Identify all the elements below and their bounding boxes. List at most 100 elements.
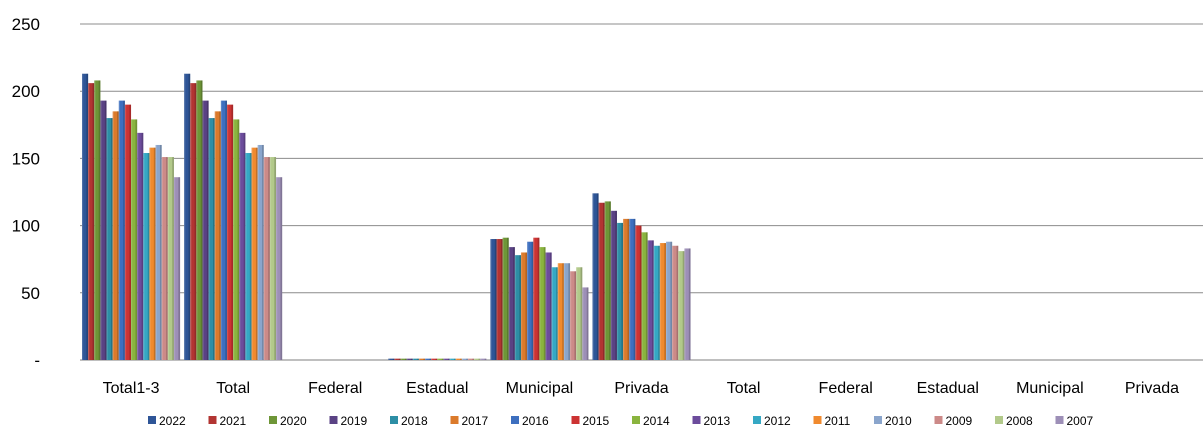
- legend-item-2007: 2007: [1055, 414, 1094, 428]
- bar-2017-4: [521, 252, 528, 360]
- bar-2009-4: [570, 271, 577, 360]
- y-tick-label: 250: [12, 15, 40, 34]
- legend-swatch: [390, 416, 398, 424]
- bar-2016-4: [527, 241, 534, 360]
- legend-label: 2019: [341, 414, 368, 428]
- bar-2008-5: [678, 251, 685, 360]
- bar-2012-3: [449, 358, 456, 360]
- legend-swatch: [995, 416, 1003, 424]
- legend-swatch: [874, 416, 882, 424]
- bar-2020-3: [400, 358, 407, 360]
- bar-2016-0: [118, 100, 125, 360]
- bars: [82, 73, 691, 361]
- legend-item-2019: 2019: [329, 414, 368, 428]
- legend-swatch: [511, 416, 519, 424]
- legend: 2022 2021 2020 2019 2018 2017 2016 2015 2014 2013…: [148, 414, 1094, 428]
- bar-2010-3: [461, 358, 468, 360]
- x-category-label: Total1-3: [103, 380, 160, 397]
- legend-swatch: [148, 416, 156, 424]
- bar-2019-5: [610, 210, 617, 360]
- bar-2008-3: [474, 358, 481, 360]
- bar-2011-4: [557, 263, 564, 360]
- bar-2007-1: [276, 177, 283, 360]
- x-category-label: Privada: [614, 380, 668, 397]
- x-axis-category-labels: Total1-3 Total Federal Estadual Municipal Pri…: [103, 380, 1180, 397]
- bar-2021-5: [598, 202, 605, 360]
- bar-2013-0: [137, 132, 144, 360]
- bar-2015-4: [533, 237, 540, 360]
- bar-2016-5: [629, 218, 636, 360]
- bar-2009-3: [467, 358, 475, 360]
- legend-label: 2012: [764, 414, 791, 428]
- bar-2019-1: [202, 100, 209, 360]
- legend-label: 2009: [946, 414, 973, 428]
- bar-2007-4: [582, 287, 589, 360]
- legend-label: 2015: [583, 414, 610, 428]
- bar-2011-5: [659, 243, 667, 360]
- bar-2013-4: [545, 252, 552, 360]
- y-tick-label: 100: [12, 217, 40, 236]
- legend-swatch: [934, 416, 943, 424]
- x-category-label: Federal: [308, 380, 362, 397]
- bar-2022-4: [490, 239, 497, 360]
- x-category-label: Estadual: [406, 380, 468, 397]
- legend-item-2014: 2014: [632, 414, 670, 428]
- bar-2017-3: [418, 358, 426, 360]
- x-category-label: Privada: [1125, 380, 1179, 397]
- legend-item-2018: 2018: [390, 414, 428, 428]
- y-tick-label: 200: [12, 82, 40, 101]
- legend-item-2020: 2020: [269, 414, 307, 428]
- legend-label: 2011: [825, 414, 851, 428]
- legend-label: 2022: [159, 414, 186, 428]
- legend-swatch: [1055, 416, 1064, 424]
- bar-2010-5: [666, 241, 673, 360]
- legend-swatch: [329, 416, 338, 424]
- bar-2007-0: [173, 177, 181, 360]
- bar-2009-5: [672, 245, 679, 360]
- bar-2014-1: [233, 119, 240, 360]
- bar-2020-5: [604, 201, 611, 360]
- legend-swatch: [813, 416, 822, 424]
- legend-item-2016: 2016: [511, 414, 549, 428]
- bar-2009-1: [263, 157, 270, 360]
- y-tick-label: 150: [12, 149, 40, 168]
- legend-item-2012: 2012: [753, 414, 791, 428]
- legend-swatch: [269, 416, 277, 424]
- legend-label: 2014: [643, 414, 670, 428]
- bar-2021-0: [88, 83, 95, 361]
- bar-2021-3: [394, 358, 401, 360]
- bar-2018-0: [106, 118, 113, 360]
- y-tick-label: -: [34, 351, 40, 370]
- y-tick-label: 50: [21, 284, 40, 303]
- legend-label: 2020: [280, 414, 307, 428]
- legend-label: 2018: [401, 414, 428, 428]
- bar-2013-5: [647, 240, 654, 360]
- bar-2010-0: [155, 144, 162, 360]
- bar-2014-4: [539, 247, 546, 360]
- bar-2017-1: [214, 111, 221, 360]
- legend-item-2010: 2010: [874, 414, 912, 428]
- bar-2016-3: [425, 358, 432, 360]
- legend-swatch: [571, 416, 580, 424]
- y-axis-tick-labels: - 50 100 150 200 250: [12, 15, 40, 370]
- legend-label: 2008: [1006, 414, 1033, 428]
- legend-swatch: [632, 416, 640, 424]
- legend-item-2009: 2009: [934, 414, 973, 428]
- bar-2015-5: [635, 225, 642, 360]
- bar-2022-0: [82, 73, 89, 360]
- x-category-label: Total: [216, 380, 250, 397]
- bar-2018-4: [514, 255, 522, 360]
- bar-2015-0: [124, 104, 132, 360]
- legend-label: 2016: [522, 414, 549, 428]
- bar-2020-0: [94, 80, 101, 360]
- bar-2019-4: [508, 247, 515, 360]
- bar-2021-1: [190, 83, 197, 361]
- legend-swatch: [692, 416, 701, 424]
- legend-label: 2017: [462, 414, 489, 428]
- bar-2013-3: [443, 358, 450, 360]
- bar-2022-5: [592, 193, 599, 360]
- bar-2017-0: [112, 111, 119, 360]
- bar-2012-1: [245, 153, 252, 360]
- legend-item-2013: 2013: [692, 414, 731, 428]
- bar-2013-1: [239, 132, 246, 360]
